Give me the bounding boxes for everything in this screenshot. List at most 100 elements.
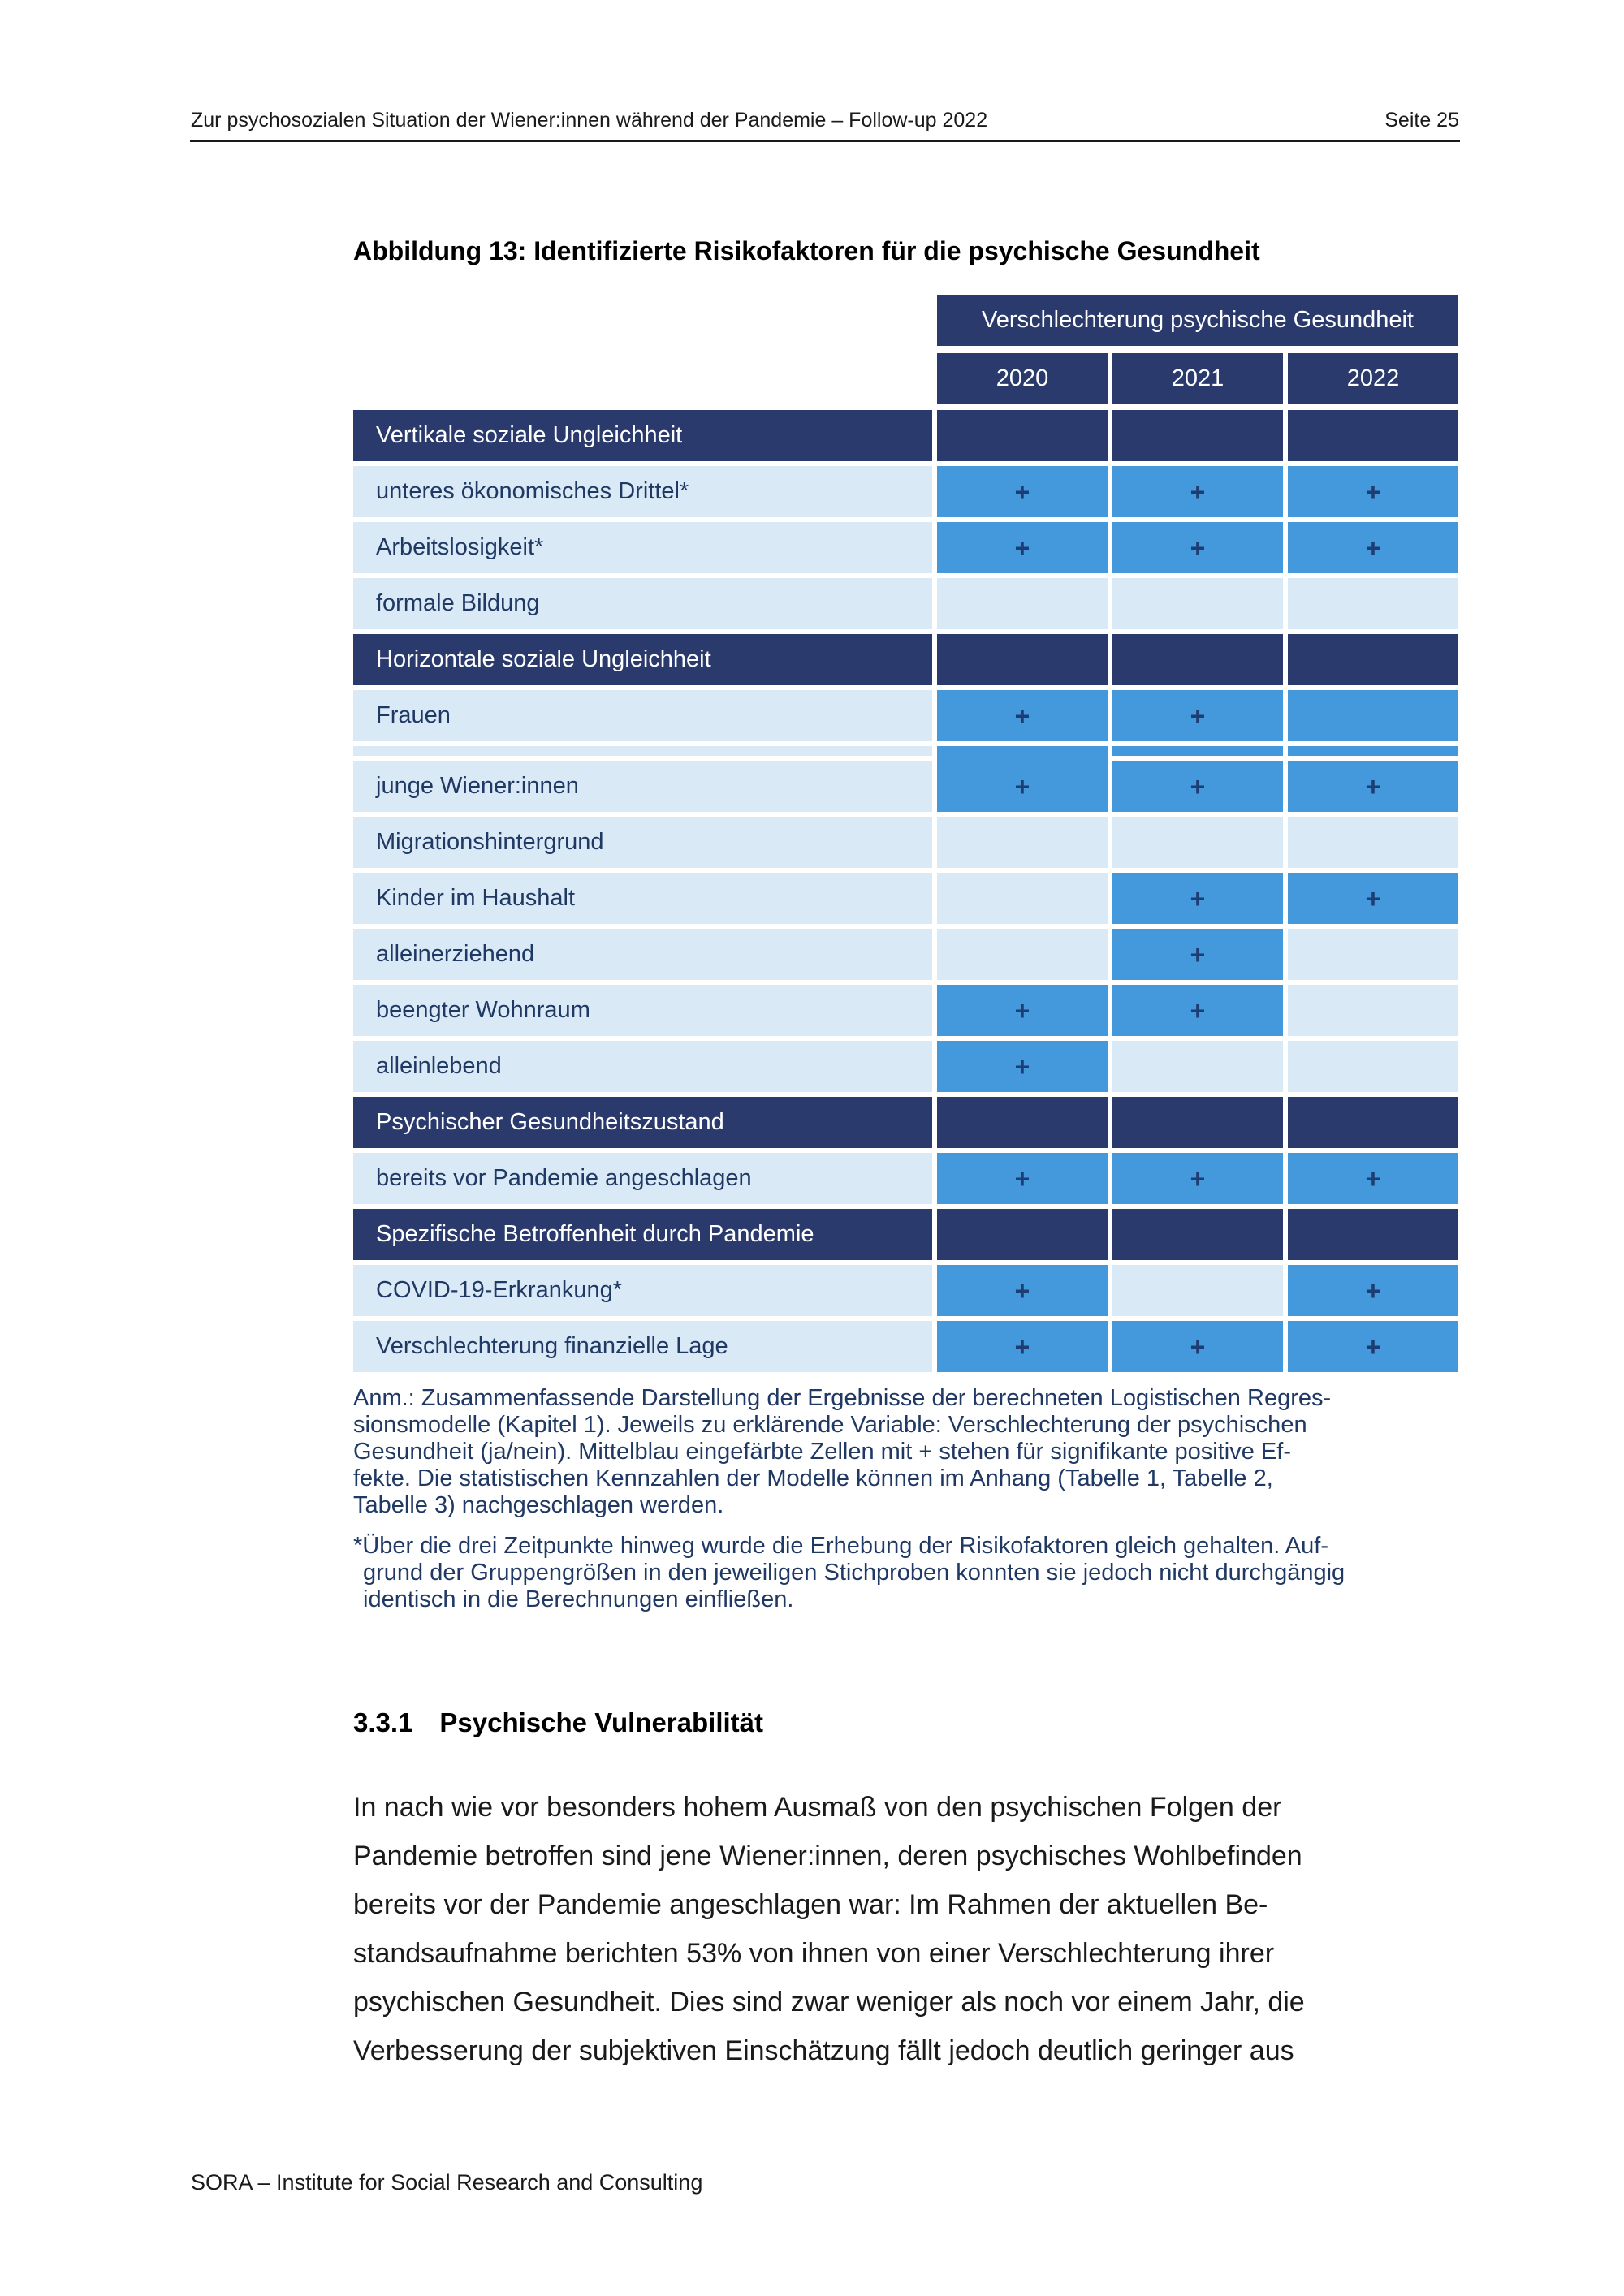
cell-2022-blank bbox=[1288, 1041, 1458, 1092]
cell-2021-plus: + bbox=[1112, 985, 1283, 1036]
row-label-cell: Psychischer Gesundheitszustand bbox=[353, 1097, 932, 1148]
cell-2020-plus: + bbox=[937, 761, 1108, 812]
significant-plus-mark: + bbox=[1365, 1331, 1381, 1362]
cell-2020-dark bbox=[937, 1209, 1108, 1260]
row-label-cell: beengter Wohnraum bbox=[353, 985, 932, 1036]
significant-plus-mark: + bbox=[1190, 939, 1206, 969]
cell-2020-dark bbox=[937, 410, 1108, 461]
cell-2021-plus: + bbox=[1112, 929, 1283, 980]
row-label-cell: bereits vor Pandemie angeschlagen bbox=[353, 1153, 932, 1204]
cell-2021-plus: + bbox=[1112, 690, 1283, 741]
significant-plus-mark: + bbox=[1190, 1331, 1206, 1362]
table-header-title: Verschlechterung psychische Gesundheit bbox=[937, 295, 1458, 346]
cell-2022-blank bbox=[1288, 817, 1458, 868]
table-item-row: beengter Wohnraum + + bbox=[353, 985, 1458, 1036]
table-header-row: Verschlechterung psychische Gesundheit bbox=[353, 295, 1458, 346]
cell-2022-dark bbox=[1288, 634, 1458, 685]
cell-2022-filled bbox=[1288, 690, 1458, 741]
cell-2021-dark bbox=[1112, 410, 1283, 461]
cell-2021-plus: + bbox=[1112, 873, 1283, 924]
table-item-row: alleinlebend + bbox=[353, 1041, 1458, 1092]
table-item-row: COVID-19-Erkrankung* + + bbox=[353, 1265, 1458, 1316]
significant-plus-mark: + bbox=[1365, 771, 1381, 801]
cell-2021-filled bbox=[1112, 746, 1283, 756]
significant-plus-mark: + bbox=[1190, 701, 1206, 731]
row-label-cell: unteres ökonomisches Drittel* bbox=[353, 466, 932, 517]
header-rule bbox=[190, 140, 1460, 142]
cell-2021-plus: + bbox=[1112, 1321, 1283, 1372]
risk-factor-table: Verschlechterung psychische Gesundheit 2… bbox=[353, 295, 1458, 1377]
cell-2020-plus: + bbox=[937, 1265, 1108, 1316]
cell-2020-dark bbox=[937, 1097, 1108, 1148]
significant-plus-mark: + bbox=[1190, 771, 1206, 801]
cell-2021-dark bbox=[1112, 1097, 1283, 1148]
cell-2020-plus: + bbox=[937, 522, 1108, 573]
section-heading-number: 3.3.1 bbox=[353, 1707, 413, 1737]
cell-2020-blank bbox=[937, 929, 1108, 980]
cell-2020-dark bbox=[937, 634, 1108, 685]
table-item-row: unteres ökonomisches Drittel* + + + bbox=[353, 466, 1458, 517]
section-heading: 3.3.1 Psychische Vulnerabilität bbox=[353, 1707, 763, 1738]
year-column-2021: 2021 bbox=[1112, 353, 1283, 404]
significant-plus-mark: + bbox=[1014, 533, 1030, 563]
table-item-row: junge Wiener:innen + + + bbox=[353, 761, 1458, 812]
body-paragraph: In nach wie vor besonders hohem Ausmaß v… bbox=[353, 1792, 1305, 2066]
cell-2021-dark bbox=[1112, 1209, 1283, 1260]
significant-plus-mark: + bbox=[1014, 771, 1030, 801]
cell-2022-blank bbox=[1288, 929, 1458, 980]
significant-plus-mark: + bbox=[1190, 1163, 1206, 1193]
row-label-cell: Kinder im Haushalt bbox=[353, 873, 932, 924]
significant-plus-mark: + bbox=[1365, 883, 1381, 913]
table-item-row: Arbeitslosigkeit* + + + bbox=[353, 522, 1458, 573]
significant-plus-mark: + bbox=[1014, 1275, 1030, 1306]
cell-2021-plus: + bbox=[1112, 466, 1283, 517]
significant-plus-mark: + bbox=[1190, 995, 1206, 1025]
cell-2022-plus: + bbox=[1288, 466, 1458, 517]
table-category-row: Vertikale soziale Ungleichheit bbox=[353, 410, 1458, 461]
cell-2022-filled bbox=[1288, 746, 1458, 756]
row-label-cell: alleinerziehend bbox=[353, 929, 932, 980]
cell-2022-dark bbox=[1288, 1209, 1458, 1260]
table-header-spacer bbox=[353, 295, 932, 346]
significant-plus-mark: + bbox=[1190, 477, 1206, 507]
figure-title: Abbildung 13: Identifizierte Risikofakto… bbox=[353, 236, 1260, 265]
table-item-row: Verschlechterung finanzielle Lage + + + bbox=[353, 1321, 1458, 1372]
row-label-cell: alleinlebend bbox=[353, 1041, 932, 1092]
significant-plus-mark: + bbox=[1014, 1051, 1030, 1081]
cell-2022-plus: + bbox=[1288, 1321, 1458, 1372]
table-years-row: 2020 2021 2022 bbox=[353, 353, 1458, 404]
cell-2021-plus: + bbox=[1112, 522, 1283, 573]
significant-plus-mark: + bbox=[1014, 1163, 1030, 1193]
cell-2020-plus: + bbox=[937, 1153, 1108, 1204]
cell-2021-plus: + bbox=[1112, 1153, 1283, 1204]
cell-2022-plus: + bbox=[1288, 1153, 1458, 1204]
significant-plus-mark: + bbox=[1365, 477, 1381, 507]
cell-2020-blank bbox=[937, 817, 1108, 868]
cell-2022-dark bbox=[1288, 1097, 1458, 1148]
table-item-row: bereits vor Pandemie angeschlagen + + + bbox=[353, 1153, 1458, 1204]
significant-plus-mark: + bbox=[1014, 701, 1030, 731]
table-item-row: Kinder im Haushalt + + bbox=[353, 873, 1458, 924]
cell-2020-plus: + bbox=[937, 690, 1108, 741]
table-item-row: alleinerziehend + bbox=[353, 929, 1458, 980]
figure-footnote: *Über die drei Zeitpunkte hinweg wurde d… bbox=[353, 1533, 1345, 1612]
significant-plus-mark: + bbox=[1190, 533, 1206, 563]
row-label-cell: Horizontale soziale Ungleichheit bbox=[353, 634, 932, 685]
row-label-cell: junge Wiener:innen bbox=[353, 761, 932, 812]
row-label-cell: Verschlechterung finanzielle Lage bbox=[353, 1321, 932, 1372]
cell-2021-blank bbox=[1112, 817, 1283, 868]
cell-2020-plus: + bbox=[937, 1041, 1108, 1092]
figure-note: Anm.: Zusammenfassende Darstellung der E… bbox=[353, 1385, 1332, 1518]
table-category-row: Spezifische Betroffenheit durch Pandemie bbox=[353, 1209, 1458, 1260]
cell-2022-plus: + bbox=[1288, 522, 1458, 573]
table-category-row: Horizontale soziale Ungleichheit bbox=[353, 634, 1458, 685]
row-label-cell: formale Bildung bbox=[353, 578, 932, 629]
cell-2022-plus: + bbox=[1288, 761, 1458, 812]
years-spacer bbox=[353, 353, 932, 404]
cell-2022-blank bbox=[1288, 578, 1458, 629]
cell-2021-blank bbox=[1112, 1265, 1283, 1316]
table-item-row: formale Bildung bbox=[353, 578, 1458, 629]
cell-2020-plus: + bbox=[937, 466, 1108, 517]
row-label-cell: Frauen bbox=[353, 690, 932, 741]
